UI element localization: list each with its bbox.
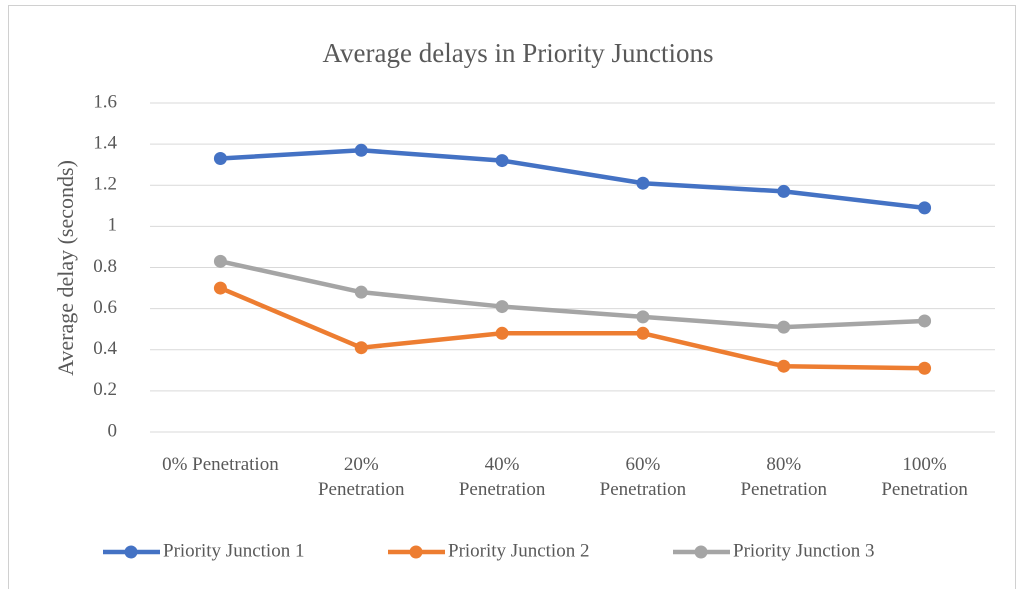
x-tick-label: 0% Penetration [162,454,279,475]
marker [918,201,932,215]
legend-marker [409,545,423,559]
x-tick-label: 80% Penetration [740,454,828,500]
marker [918,314,932,328]
marker [636,310,650,324]
line [220,148,925,211]
marker [213,152,227,166]
y-tick-label: 1 [108,215,118,236]
y-tick-label: 1.2 [93,174,117,195]
line [219,259,925,330]
legend-label: Priority Junction 3 [733,540,874,561]
legend-label: Priority Junction 1 [163,540,304,561]
y-tick-label: 0.8 [93,256,117,277]
chart-title: Average delays in Priority Junctions [323,38,714,68]
y-tick-label: 1.6 [93,91,117,112]
marker [777,320,791,334]
marker [213,254,227,268]
marker [213,281,227,295]
y-axis-label: Average delay (seconds) [53,160,78,376]
marker [636,326,650,340]
y-tick-label: 0 [108,420,118,441]
marker [777,184,791,198]
y-tick-label: 1.4 [93,132,117,153]
x-tick-label: 40% Penetration [458,454,546,500]
y-tick-label: 0.2 [93,379,117,400]
legend-marker [694,545,708,559]
legend-marker [124,545,138,559]
marker [777,359,791,373]
line [219,285,925,371]
marker [495,300,509,314]
x-tick-label: 60% Penetration [599,454,687,500]
marker [495,326,509,340]
x-tick-label: 20% Penetration [317,454,405,500]
marker [354,143,368,157]
x-tick-label: 100% Penetration [881,454,968,500]
marker [636,176,650,190]
legend-label: Priority Junction 2 [448,540,589,561]
marker [354,285,368,299]
marker [495,154,509,168]
marker [354,341,368,355]
y-tick-label: 0.4 [93,338,117,359]
y-tick-label: 0.6 [93,297,117,318]
marker [918,361,932,375]
